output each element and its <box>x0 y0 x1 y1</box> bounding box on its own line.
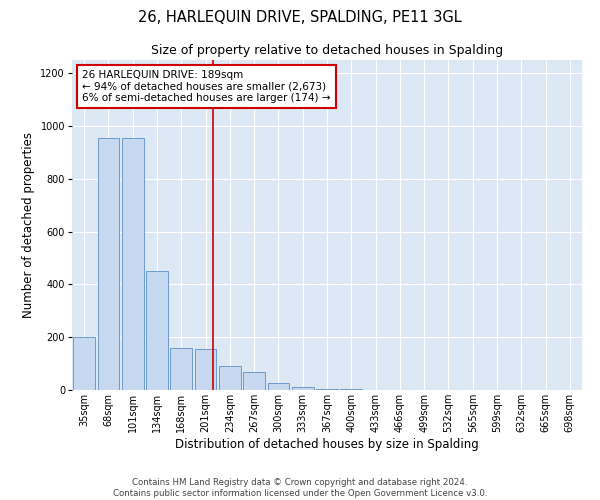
Text: 26, HARLEQUIN DRIVE, SPALDING, PE11 3GL: 26, HARLEQUIN DRIVE, SPALDING, PE11 3GL <box>138 10 462 25</box>
X-axis label: Distribution of detached houses by size in Spalding: Distribution of detached houses by size … <box>175 438 479 450</box>
Bar <box>194 349 217 390</box>
Bar <box>122 138 143 390</box>
Bar <box>243 372 265 390</box>
Bar <box>292 388 314 390</box>
Text: 26 HARLEQUIN DRIVE: 189sqm
← 94% of detached houses are smaller (2,673)
6% of se: 26 HARLEQUIN DRIVE: 189sqm ← 94% of deta… <box>82 70 331 103</box>
Bar <box>219 366 241 390</box>
Bar <box>268 384 289 390</box>
Text: Contains HM Land Registry data © Crown copyright and database right 2024.
Contai: Contains HM Land Registry data © Crown c… <box>113 478 487 498</box>
Bar <box>73 337 95 390</box>
Bar <box>316 388 338 390</box>
Bar <box>97 138 119 390</box>
Bar <box>170 348 192 390</box>
Title: Size of property relative to detached houses in Spalding: Size of property relative to detached ho… <box>151 44 503 58</box>
Bar <box>146 271 168 390</box>
Y-axis label: Number of detached properties: Number of detached properties <box>22 132 35 318</box>
